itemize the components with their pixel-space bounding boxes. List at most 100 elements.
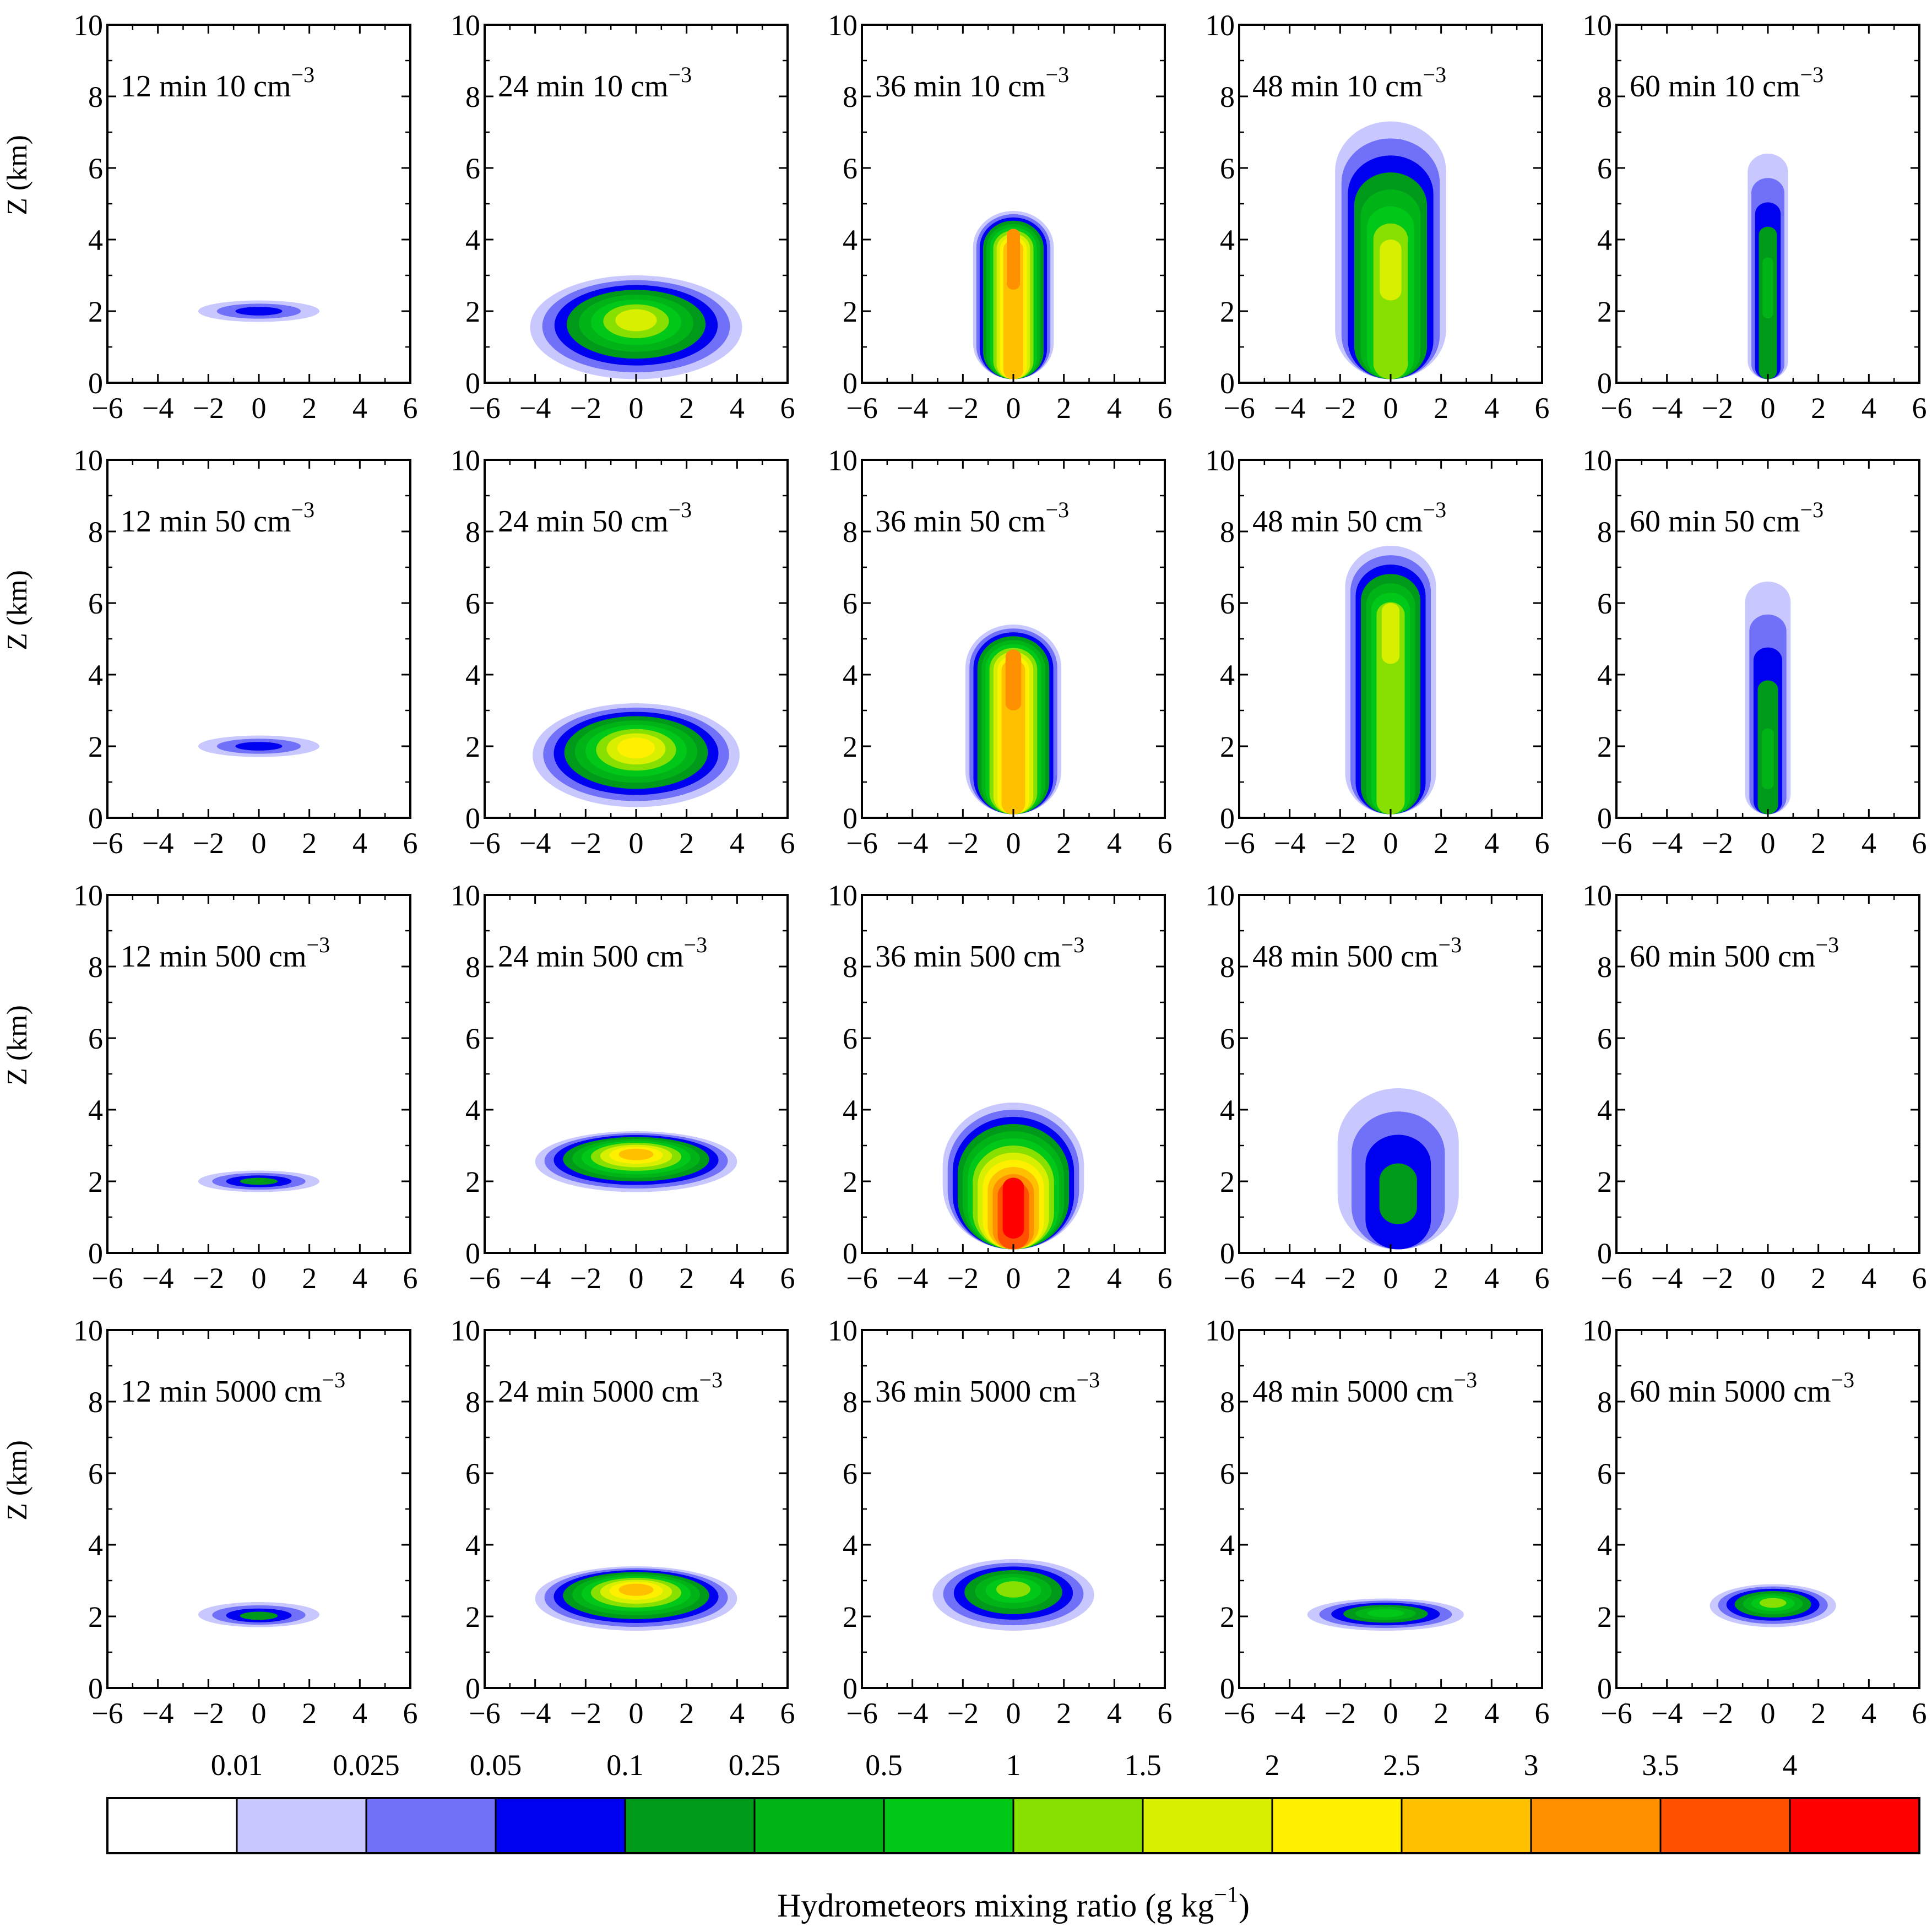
y-tick-label: 10 xyxy=(1582,1314,1612,1347)
contour-level xyxy=(1380,240,1402,301)
contour-level xyxy=(617,737,655,759)
contour-level xyxy=(618,1148,654,1160)
x-tick-label: 4 xyxy=(1862,1697,1876,1730)
x-tick-label: 6 xyxy=(1912,1697,1927,1730)
x-tick-label: −6 xyxy=(1223,827,1255,860)
colorbar-swatch xyxy=(1012,1797,1144,1854)
x-tick-label: 2 xyxy=(302,392,317,425)
x-tick-label: −4 xyxy=(897,392,928,425)
panel-concentration-exp: −3 xyxy=(307,932,330,957)
x-tick-label: 4 xyxy=(1484,392,1499,425)
x-tick-label: 6 xyxy=(403,392,418,425)
panel-concentration: 10 cm xyxy=(1347,69,1423,104)
x-tick-label: 2 xyxy=(679,1697,694,1730)
x-tick-label: 0 xyxy=(252,392,267,425)
x-tick-label: −6 xyxy=(846,1262,877,1295)
x-tick-label: 4 xyxy=(730,392,745,425)
y-tick-label: 2 xyxy=(88,1165,103,1198)
x-tick-label: −2 xyxy=(193,1697,224,1730)
contour-level xyxy=(1759,1598,1787,1608)
x-tick-label: −6 xyxy=(1223,1262,1255,1295)
y-tick-label: 6 xyxy=(88,1457,103,1490)
panel-time: 36 min xyxy=(875,504,969,539)
x-tick-label: 2 xyxy=(1434,392,1448,425)
x-tick-label: −4 xyxy=(1274,1697,1305,1730)
panel-time: 60 min xyxy=(1630,1375,1724,1409)
panel-concentration: 500 cm xyxy=(215,940,306,974)
panel-concentration-exp: −3 xyxy=(1439,932,1462,957)
x-tick-label: −4 xyxy=(1651,392,1683,425)
y-tick-label: 4 xyxy=(1597,1094,1612,1127)
panel-concentration-exp: −3 xyxy=(1061,932,1085,957)
panel-concentration-exp: −3 xyxy=(322,1367,346,1392)
x-tick-label: 2 xyxy=(679,827,694,860)
x-tick-label: −2 xyxy=(1702,1697,1733,1730)
x-tick-label: 0 xyxy=(1006,392,1021,425)
panel: −6 −4 −2 0 2 4 6 0 2 4 6 8 10 48 min 50 cm−3 xyxy=(1205,444,1550,860)
y-tick-label: 0 xyxy=(465,802,480,835)
panel-title: 36 min 500 cm−3 xyxy=(875,932,1084,974)
panel-time: 12 min xyxy=(121,940,215,974)
x-tick-label: −2 xyxy=(570,392,601,425)
panel-concentration-exp: −3 xyxy=(1077,1367,1100,1392)
panel-time: 12 min xyxy=(121,69,215,104)
x-tick-label: −2 xyxy=(1702,827,1733,860)
x-tick-label: 4 xyxy=(1862,1262,1876,1295)
y-tick-label: 6 xyxy=(843,1022,858,1055)
panel-title: 12 min 50 cm−3 xyxy=(121,497,314,539)
colorbar-level-label: 0.1 xyxy=(606,1749,644,1782)
panel-concentration-exp: −3 xyxy=(291,497,315,522)
y-tick-label: 4 xyxy=(843,224,858,257)
y-tick-label: 4 xyxy=(88,224,103,257)
y-tick-label: 0 xyxy=(1220,1672,1235,1705)
y-tick-label: 6 xyxy=(1597,1457,1612,1490)
colorbar-swatch xyxy=(1659,1797,1791,1854)
y-tick-label: 10 xyxy=(451,444,480,477)
y-tick-label: 8 xyxy=(843,1386,858,1419)
y-tick-label: 6 xyxy=(1220,1457,1235,1490)
y-tick-label: 8 xyxy=(1220,951,1235,984)
contour-level xyxy=(235,742,283,751)
y-tick-label: 0 xyxy=(88,1672,103,1705)
panel-title: 48 min 50 cm−3 xyxy=(1252,497,1446,539)
panel: −6 −4 −2 0 2 4 6 0 2 4 6 8 10 12 min 10 cm−3 xyxy=(73,9,418,425)
y-tick-label: 6 xyxy=(1220,587,1235,620)
panel-concentration-exp: −3 xyxy=(1046,497,1070,522)
x-tick-label: 4 xyxy=(1107,1697,1122,1730)
y-tick-label: 2 xyxy=(1597,1600,1612,1633)
panel-concentration: 500 cm xyxy=(969,940,1061,974)
colorbar-title: Hydrometeors mixing ratio (g kg−1) xyxy=(777,1882,1250,1924)
x-tick-label: −2 xyxy=(1325,1262,1356,1295)
contour-field xyxy=(932,1559,1094,1631)
colorbar-swatch xyxy=(1401,1797,1532,1854)
y-tick-label: 4 xyxy=(1597,224,1612,257)
y-tick-label: 6 xyxy=(88,587,103,620)
colorbar-swatch xyxy=(1142,1797,1273,1854)
x-tick-label: 2 xyxy=(1056,392,1071,425)
panel-title: 36 min 5000 cm−3 xyxy=(875,1367,1100,1409)
y-tick-label: 4 xyxy=(1220,1094,1235,1127)
panel-concentration-exp: −3 xyxy=(669,62,692,87)
x-tick-label: −4 xyxy=(519,827,551,860)
x-tick-label: 0 xyxy=(1383,1262,1398,1295)
x-tick-label: 2 xyxy=(1811,1697,1826,1730)
panel-concentration: 50 cm xyxy=(1724,504,1800,539)
y-tick-label: 8 xyxy=(465,515,480,549)
y-tick-label: 4 xyxy=(1220,659,1235,692)
y-tick-label: 0 xyxy=(843,367,858,400)
x-tick-label: 0 xyxy=(629,392,644,425)
x-tick-label: 4 xyxy=(352,827,367,860)
x-tick-label: 4 xyxy=(352,392,367,425)
contour-level xyxy=(1007,229,1020,290)
y-tick-label: 6 xyxy=(1597,587,1612,620)
panel-concentration: 10 cm xyxy=(215,69,291,104)
x-tick-label: −2 xyxy=(1702,392,1733,425)
x-tick-label: −6 xyxy=(91,1262,123,1295)
panel-concentration: 50 cm xyxy=(592,504,668,539)
panel: −6 −4 −2 0 2 4 6 0 2 4 6 8 10 48 min 5000 cm−3 xyxy=(1205,1314,1550,1730)
y-tick-label: 4 xyxy=(465,1094,480,1127)
y-tick-label: 2 xyxy=(88,730,103,763)
panel-concentration-exp: −3 xyxy=(1046,62,1070,87)
y-tick-label: 2 xyxy=(843,1165,858,1198)
